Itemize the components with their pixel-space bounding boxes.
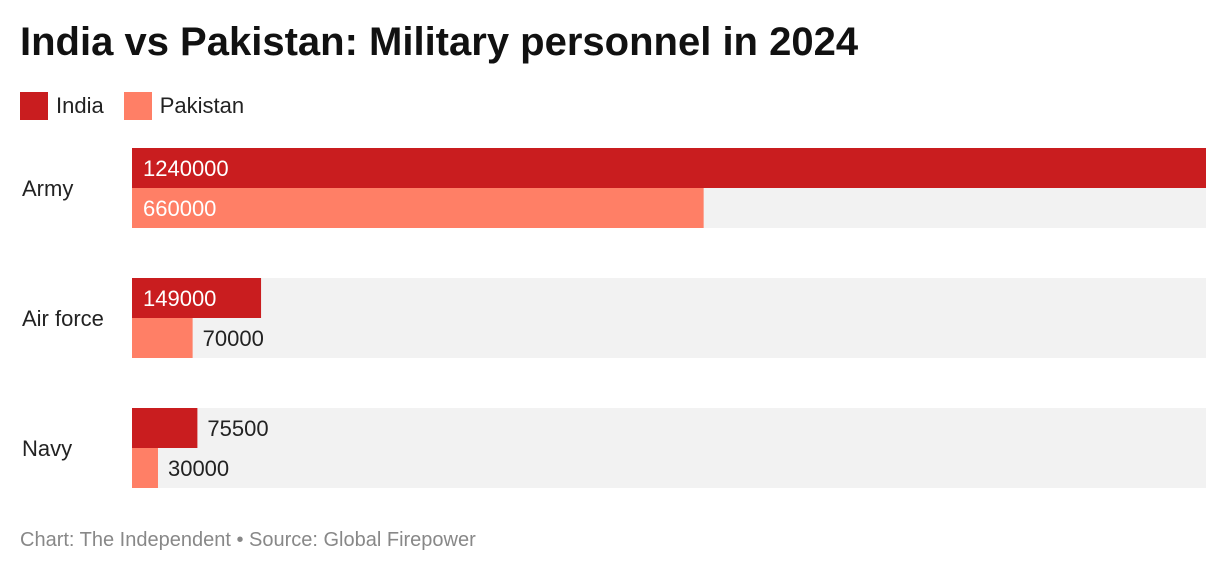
data-label-india-air-force: 149000: [143, 286, 216, 311]
legend-item-india: India: [20, 92, 104, 120]
data-label-india-army: 1240000: [143, 156, 229, 181]
chart-title: India vs Pakistan: Military personnel in…: [20, 20, 859, 64]
bar-pakistan-army: [132, 188, 704, 228]
legend-label-india: India: [56, 93, 104, 118]
data-label-pakistan-air-force: 70000: [203, 326, 264, 351]
legend-item-pakistan: Pakistan: [123, 92, 245, 120]
category-label-air-force: Air force: [22, 306, 104, 331]
bar-india-army: [132, 148, 1206, 188]
bar-pakistan-navy: [132, 448, 158, 488]
chart-footer: Chart: The Independent • Source: Global …: [20, 529, 476, 551]
data-label-pakistan-navy: 30000: [168, 456, 229, 481]
data-label-india-navy: 75500: [207, 416, 268, 441]
legend-swatch-pakistan: [123, 92, 152, 120]
bar-track-air-force: [132, 278, 1206, 358]
legend: India Pakistan: [20, 92, 244, 120]
category-label-army: Army: [22, 176, 73, 201]
data-label-pakistan-army: 660000: [143, 196, 216, 221]
legend-label-pakistan: Pakistan: [159, 93, 245, 118]
legend-swatch-india: [20, 92, 48, 120]
category-label-navy: Navy: [22, 436, 72, 461]
bar-track-navy: [132, 408, 1206, 488]
bar-india-navy: [132, 408, 198, 448]
bar-india-air-force: [132, 278, 262, 318]
bar-pakistan-air-force: [132, 318, 193, 358]
